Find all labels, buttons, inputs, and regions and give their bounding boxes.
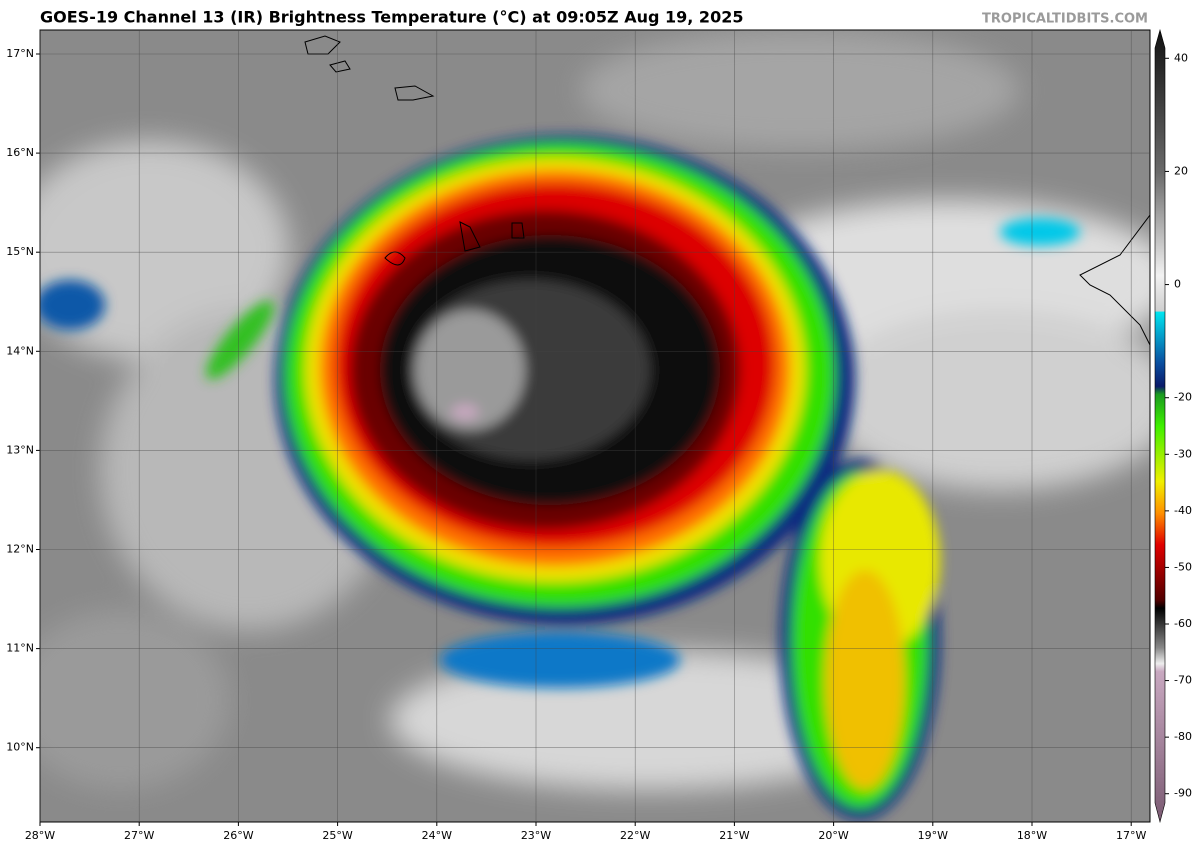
colorbar-tick-label: -40: [1174, 504, 1192, 517]
lon-label: 28°W: [25, 829, 55, 842]
colorbar-tick-label: -30: [1174, 447, 1192, 460]
colorbar-tick-label: 0: [1174, 278, 1181, 291]
lat-label: 13°N: [6, 443, 34, 456]
lat-label: 15°N: [6, 245, 34, 258]
lon-label: 23°W: [521, 829, 551, 842]
lat-label: 10°N: [6, 741, 34, 754]
lon-label: 19°W: [918, 829, 948, 842]
colorbar-tick-label: -70: [1174, 674, 1192, 687]
colorbar-tick-label: -20: [1174, 391, 1192, 404]
colorbar: [1154, 28, 1166, 824]
lat-label: 17°N: [6, 47, 34, 60]
lat-label: 11°N: [6, 642, 34, 655]
colorbar-tick-label: -90: [1174, 787, 1192, 800]
lon-label: 21°W: [719, 829, 749, 842]
lon-label: 18°W: [1017, 829, 1047, 842]
colorbar-tick-label: -80: [1174, 730, 1192, 743]
credit: TROPICALTIDBITS.COM: [982, 12, 1148, 27]
satellite-image: [40, 30, 1150, 822]
colorbar-tick-label: 20: [1174, 164, 1188, 177]
lon-label: 27°W: [124, 829, 154, 842]
lon-label: 22°W: [620, 829, 650, 842]
title: GOES-19 Channel 13 (IR) Brightness Tempe…: [40, 8, 743, 27]
lon-label: 20°W: [818, 829, 848, 842]
colorbar-tick-label: -60: [1174, 617, 1192, 630]
colorbar-tick-label: 40: [1174, 51, 1188, 64]
lon-label: 24°W: [422, 829, 452, 842]
lon-label: 17°W: [1116, 829, 1146, 842]
colorbar-tick-label: -50: [1174, 560, 1192, 573]
lat-label: 12°N: [6, 543, 34, 556]
lat-label: 16°N: [6, 146, 34, 159]
lon-label: 26°W: [223, 829, 253, 842]
lon-label: 25°W: [322, 829, 352, 842]
lat-label: 14°N: [6, 344, 34, 357]
